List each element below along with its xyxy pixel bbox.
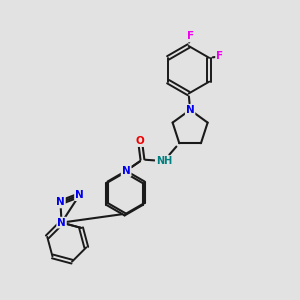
- Text: N: N: [122, 166, 130, 176]
- Text: N: N: [57, 218, 66, 228]
- Text: F: F: [187, 32, 194, 41]
- Text: N: N: [75, 190, 84, 200]
- Text: O: O: [136, 136, 144, 146]
- Text: N: N: [56, 197, 65, 207]
- Text: NH: NH: [156, 156, 172, 166]
- Text: F: F: [216, 51, 223, 62]
- Text: N: N: [122, 166, 130, 176]
- Text: N: N: [186, 105, 194, 115]
